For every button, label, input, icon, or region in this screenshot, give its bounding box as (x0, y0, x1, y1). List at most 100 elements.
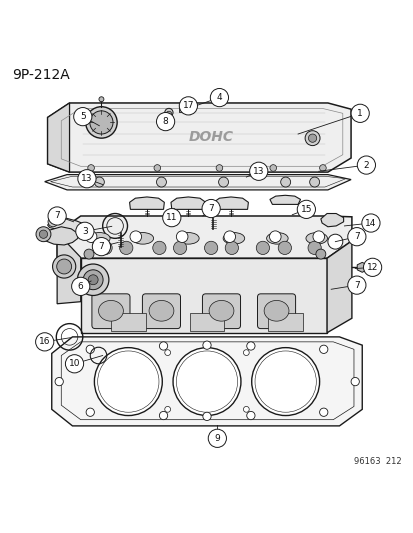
Circle shape (176, 231, 188, 243)
Ellipse shape (88, 232, 110, 244)
Circle shape (269, 165, 276, 171)
Circle shape (39, 230, 47, 238)
Circle shape (202, 341, 211, 349)
Circle shape (52, 255, 76, 278)
Circle shape (216, 165, 222, 171)
Ellipse shape (177, 232, 199, 244)
FancyBboxPatch shape (111, 313, 145, 330)
Text: 1: 1 (356, 109, 362, 118)
Circle shape (159, 411, 167, 419)
Circle shape (92, 238, 110, 256)
Polygon shape (81, 258, 326, 333)
Circle shape (57, 259, 71, 274)
Text: 4: 4 (216, 93, 222, 102)
Circle shape (249, 162, 267, 180)
Circle shape (225, 241, 238, 254)
Circle shape (208, 429, 226, 447)
Circle shape (246, 411, 254, 419)
Circle shape (86, 345, 94, 353)
Circle shape (86, 408, 94, 416)
Ellipse shape (209, 301, 233, 321)
Circle shape (94, 348, 162, 416)
Circle shape (173, 241, 186, 254)
Circle shape (88, 165, 94, 171)
Circle shape (77, 264, 109, 295)
Ellipse shape (223, 232, 244, 244)
FancyBboxPatch shape (189, 313, 224, 330)
Text: 7: 7 (98, 242, 104, 251)
Circle shape (36, 333, 54, 351)
Circle shape (312, 231, 324, 243)
Circle shape (130, 231, 141, 243)
Circle shape (361, 214, 379, 232)
Polygon shape (129, 197, 164, 209)
Circle shape (164, 350, 170, 356)
Text: 8: 8 (162, 117, 168, 126)
Circle shape (81, 224, 89, 232)
FancyBboxPatch shape (142, 294, 180, 329)
Circle shape (74, 108, 92, 126)
Circle shape (88, 275, 98, 285)
FancyBboxPatch shape (268, 313, 302, 330)
Text: 9: 9 (214, 434, 220, 443)
Circle shape (278, 241, 291, 254)
Circle shape (159, 342, 167, 350)
Circle shape (55, 377, 63, 386)
Circle shape (36, 227, 51, 241)
Text: 7: 7 (353, 232, 359, 241)
Circle shape (84, 249, 94, 259)
FancyBboxPatch shape (257, 294, 295, 329)
Circle shape (78, 169, 96, 188)
Text: 7: 7 (54, 212, 60, 221)
Text: 9P-212A: 9P-212A (12, 68, 70, 82)
Circle shape (347, 228, 365, 246)
Circle shape (319, 165, 325, 171)
Circle shape (162, 208, 180, 227)
Polygon shape (320, 214, 343, 227)
Circle shape (83, 270, 103, 289)
Polygon shape (47, 103, 69, 172)
FancyBboxPatch shape (178, 104, 188, 112)
Circle shape (152, 241, 166, 254)
Circle shape (210, 88, 228, 107)
Circle shape (280, 177, 290, 187)
Text: 7: 7 (208, 204, 214, 213)
Ellipse shape (149, 301, 173, 321)
Text: 7: 7 (353, 281, 359, 289)
Text: 12: 12 (366, 263, 377, 272)
Circle shape (327, 234, 342, 249)
Circle shape (154, 165, 160, 171)
Circle shape (319, 345, 327, 353)
Circle shape (94, 177, 104, 187)
Polygon shape (57, 216, 351, 258)
Circle shape (164, 407, 170, 412)
Text: DOHC: DOHC (188, 131, 233, 144)
Circle shape (202, 412, 211, 421)
Circle shape (156, 177, 166, 187)
Circle shape (246, 342, 254, 350)
Text: 11: 11 (166, 213, 177, 222)
Polygon shape (52, 337, 361, 426)
Polygon shape (213, 197, 248, 209)
Circle shape (90, 111, 113, 134)
Circle shape (166, 111, 171, 117)
Polygon shape (40, 227, 78, 245)
Ellipse shape (98, 301, 123, 321)
Polygon shape (47, 103, 350, 172)
Circle shape (350, 104, 368, 123)
Circle shape (251, 348, 319, 416)
Text: 16: 16 (39, 337, 50, 346)
Text: 2: 2 (363, 160, 368, 169)
Circle shape (243, 407, 249, 412)
Circle shape (319, 408, 327, 416)
Circle shape (85, 107, 117, 138)
Ellipse shape (266, 232, 287, 244)
Text: 13: 13 (252, 167, 264, 176)
Circle shape (65, 354, 83, 373)
FancyBboxPatch shape (92, 294, 130, 329)
Text: 14: 14 (364, 219, 376, 228)
Circle shape (223, 231, 235, 243)
FancyBboxPatch shape (202, 294, 240, 329)
Circle shape (269, 231, 280, 243)
Circle shape (356, 156, 375, 174)
